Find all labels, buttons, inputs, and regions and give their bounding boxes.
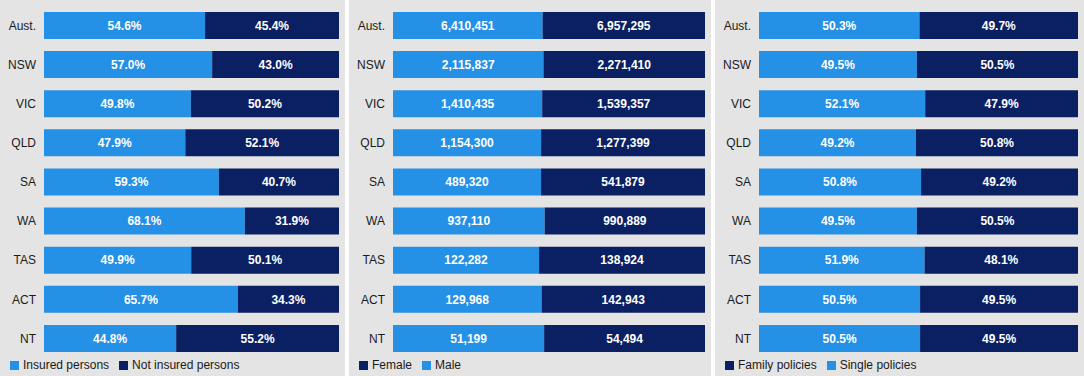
svg-text:NT: NT [20, 332, 37, 346]
html-text:Insured persons: Insured persons [23, 358, 110, 372]
svg-text:49.5%: 49.5% [982, 293, 1016, 307]
svg-text:Aust.: Aust. [724, 19, 751, 33]
svg-text:49.2%: 49.2% [983, 175, 1017, 189]
svg-text:47.9%: 47.9% [985, 97, 1019, 111]
svg-text:49.8%: 49.8% [100, 97, 134, 111]
svg-text:44.8%: 44.8% [93, 332, 127, 346]
svg-text:489,320: 489,320 [445, 175, 489, 189]
svg-text:68.1%: 68.1% [127, 214, 161, 228]
svg-text:SA: SA [369, 175, 385, 189]
svg-text:VIC: VIC [731, 97, 751, 111]
svg-text:NT: NT [735, 332, 752, 346]
svg-text:49.7%: 49.7% [982, 19, 1016, 33]
svg-text:50.5%: 50.5% [980, 58, 1014, 72]
svg-text:54,494: 54,494 [606, 332, 643, 346]
svg-text:43.0%: 43.0% [259, 58, 293, 72]
svg-text:NSW: NSW [723, 58, 752, 72]
svg-text:50.8%: 50.8% [823, 175, 857, 189]
svg-text:59.3%: 59.3% [114, 175, 148, 189]
svg-text:52.1%: 52.1% [245, 136, 279, 150]
svg-text:49.5%: 49.5% [821, 214, 855, 228]
svg-text:142,943: 142,943 [602, 293, 646, 307]
svg-text:49.5%: 49.5% [821, 58, 855, 72]
svg-text:VIC: VIC [16, 97, 36, 111]
svg-text:2,115,837: 2,115,837 [442, 58, 495, 72]
svg-text:6,410,451: 6,410,451 [441, 19, 495, 33]
svg-text:31.9%: 31.9% [275, 214, 309, 228]
svg-text:WA: WA [17, 214, 36, 228]
svg-text:50.8%: 50.8% [980, 136, 1014, 150]
svg-text:45.4%: 45.4% [255, 19, 289, 33]
svg-text:129,968: 129,968 [446, 293, 490, 307]
svg-text:1,410,435: 1,410,435 [441, 97, 495, 111]
svg-text:NT: NT [369, 332, 386, 346]
svg-text:51,199: 51,199 [450, 332, 487, 346]
svg-text:49.9%: 49.9% [101, 253, 135, 267]
svg-text:2,271,410: 2,271,410 [598, 58, 652, 72]
svg-text:TAS: TAS [363, 253, 385, 267]
svg-text:NSW: NSW [357, 58, 386, 72]
svg-text:49.5%: 49.5% [982, 332, 1016, 346]
html-text:Not insured persons: Not insured persons [132, 358, 240, 372]
svg-text:ACT: ACT [12, 293, 37, 307]
svg-text:990,889: 990,889 [603, 214, 647, 228]
svg-text:ACT: ACT [361, 293, 386, 307]
svg-text:WA: WA [366, 214, 385, 228]
svg-text:QLD: QLD [726, 136, 751, 150]
svg-text:47.9%: 47.9% [98, 136, 132, 150]
svg-text:50.5%: 50.5% [823, 293, 857, 307]
svg-text:6,957,295: 6,957,295 [597, 19, 651, 33]
svg-text:50.2%: 50.2% [248, 97, 282, 111]
svg-text:40.7%: 40.7% [262, 175, 296, 189]
svg-text:48.1%: 48.1% [984, 253, 1018, 267]
svg-text:51.9%: 51.9% [825, 253, 859, 267]
svg-text:54.6%: 54.6% [108, 19, 142, 33]
html-text:Female: Female [372, 358, 412, 372]
svg-text:1,154,300: 1,154,300 [440, 136, 494, 150]
svg-text:Aust.: Aust. [9, 19, 36, 33]
svg-text:49.2%: 49.2% [820, 136, 854, 150]
svg-text:122,282: 122,282 [444, 253, 488, 267]
svg-text:57.0%: 57.0% [111, 58, 145, 72]
svg-text:65.7%: 65.7% [124, 293, 158, 307]
svg-text:Aust.: Aust. [358, 19, 385, 33]
svg-text:34.3%: 34.3% [271, 293, 305, 307]
svg-text:SA: SA [735, 175, 751, 189]
svg-text:50.5%: 50.5% [980, 214, 1014, 228]
html-text:Male: Male [435, 358, 461, 372]
svg-text:52.1%: 52.1% [825, 97, 859, 111]
svg-text:SA: SA [20, 175, 36, 189]
svg-text:WA: WA [732, 214, 751, 228]
svg-text:QLD: QLD [11, 136, 36, 150]
svg-text:QLD: QLD [360, 136, 385, 150]
svg-text:138,924: 138,924 [600, 253, 644, 267]
svg-text:VIC: VIC [365, 97, 385, 111]
svg-text:55.2%: 55.2% [241, 332, 275, 346]
svg-text:541,879: 541,879 [601, 175, 645, 189]
html-text:Family policies: Family policies [738, 358, 817, 372]
svg-text:NSW: NSW [8, 58, 37, 72]
svg-text:50.5%: 50.5% [823, 332, 857, 346]
svg-text:1,277,399: 1,277,399 [596, 136, 650, 150]
svg-text:937,110: 937,110 [447, 214, 490, 228]
svg-text:50.1%: 50.1% [248, 253, 282, 267]
html-text:Single policies: Single policies [839, 358, 917, 372]
svg-text:ACT: ACT [727, 293, 752, 307]
svg-text:50.3%: 50.3% [822, 19, 856, 33]
svg-text:TAS: TAS [729, 253, 751, 267]
svg-text:1,539,357: 1,539,357 [597, 97, 651, 111]
svg-text:TAS: TAS [14, 253, 36, 267]
